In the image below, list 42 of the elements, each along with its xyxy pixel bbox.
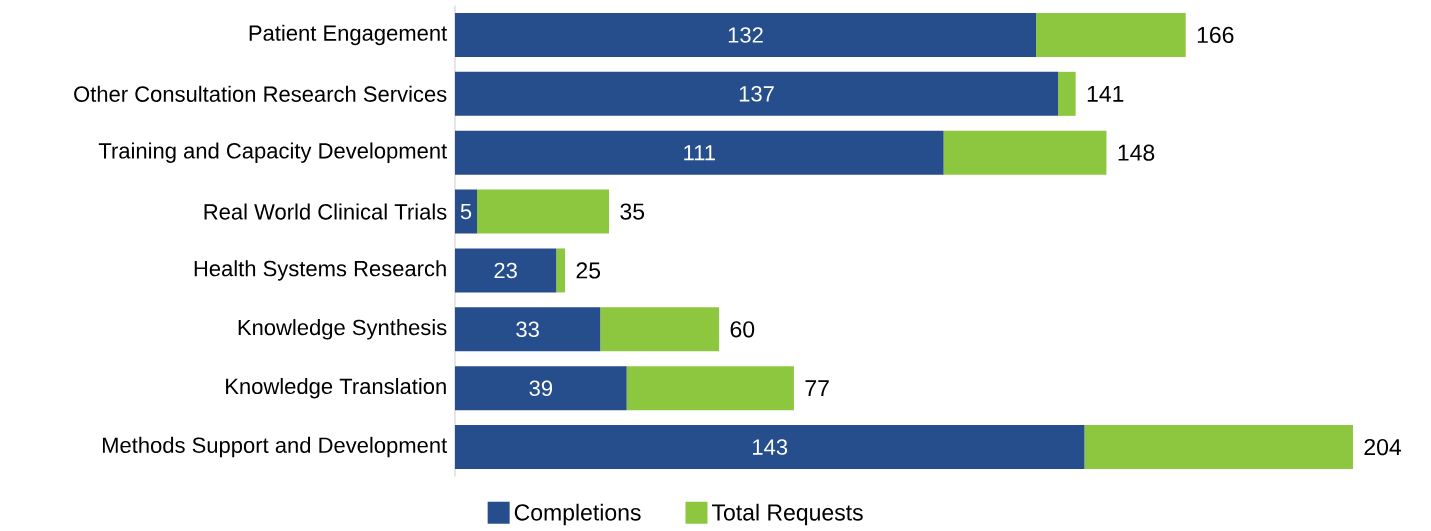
total-label: 25 (576, 262, 601, 279)
data-label: 143 (753, 439, 788, 455)
bar (455, 189, 478, 234)
bar (455, 248, 557, 293)
data-label: 23 (494, 262, 517, 279)
y-tick-label: Real World Clinical Trials (204, 203, 447, 220)
bar (455, 12, 1037, 57)
bar (455, 307, 601, 352)
total-label: 166 (1197, 26, 1234, 44)
data-label: 137 (739, 86, 774, 102)
data-label: 132 (728, 27, 763, 43)
bar (626, 366, 794, 411)
bar (1058, 71, 1076, 116)
bar (600, 307, 720, 352)
legend-label: Completions (514, 503, 641, 526)
y-tick-label: Knowledge Synthesis (238, 319, 447, 340)
total-label: 35 (620, 203, 645, 220)
total-label: 204 (1364, 438, 1402, 456)
data-label: 5 (460, 203, 472, 220)
legend-label: Total Requests (711, 503, 863, 526)
y-tick-label: Training and Capacity Development (98, 142, 448, 163)
bar (943, 130, 1107, 175)
data-label: 33 (516, 321, 539, 338)
bar (556, 248, 566, 293)
bar (477, 189, 610, 234)
total-label: 141 (1087, 85, 1124, 102)
bar (1036, 12, 1186, 57)
data-label: 111 (684, 145, 715, 161)
data-label: 39 (529, 380, 553, 396)
total-label: 60 (730, 321, 755, 338)
bar (455, 425, 1085, 470)
y-tick-label: Knowledge Translation (226, 377, 446, 399)
total-label: 77 (805, 380, 829, 397)
bar (455, 130, 944, 175)
bar (455, 366, 627, 411)
total-label: 148 (1118, 144, 1155, 161)
y-tick-label: Health Systems Research (194, 260, 446, 281)
y-tick-label: Patient Engagement (249, 24, 448, 46)
y-tick-label: Other Consultation Research Services (74, 85, 447, 102)
bar (1084, 425, 1353, 470)
bar (455, 71, 1059, 116)
y-tick-label: Methods Support and Development (102, 436, 448, 458)
